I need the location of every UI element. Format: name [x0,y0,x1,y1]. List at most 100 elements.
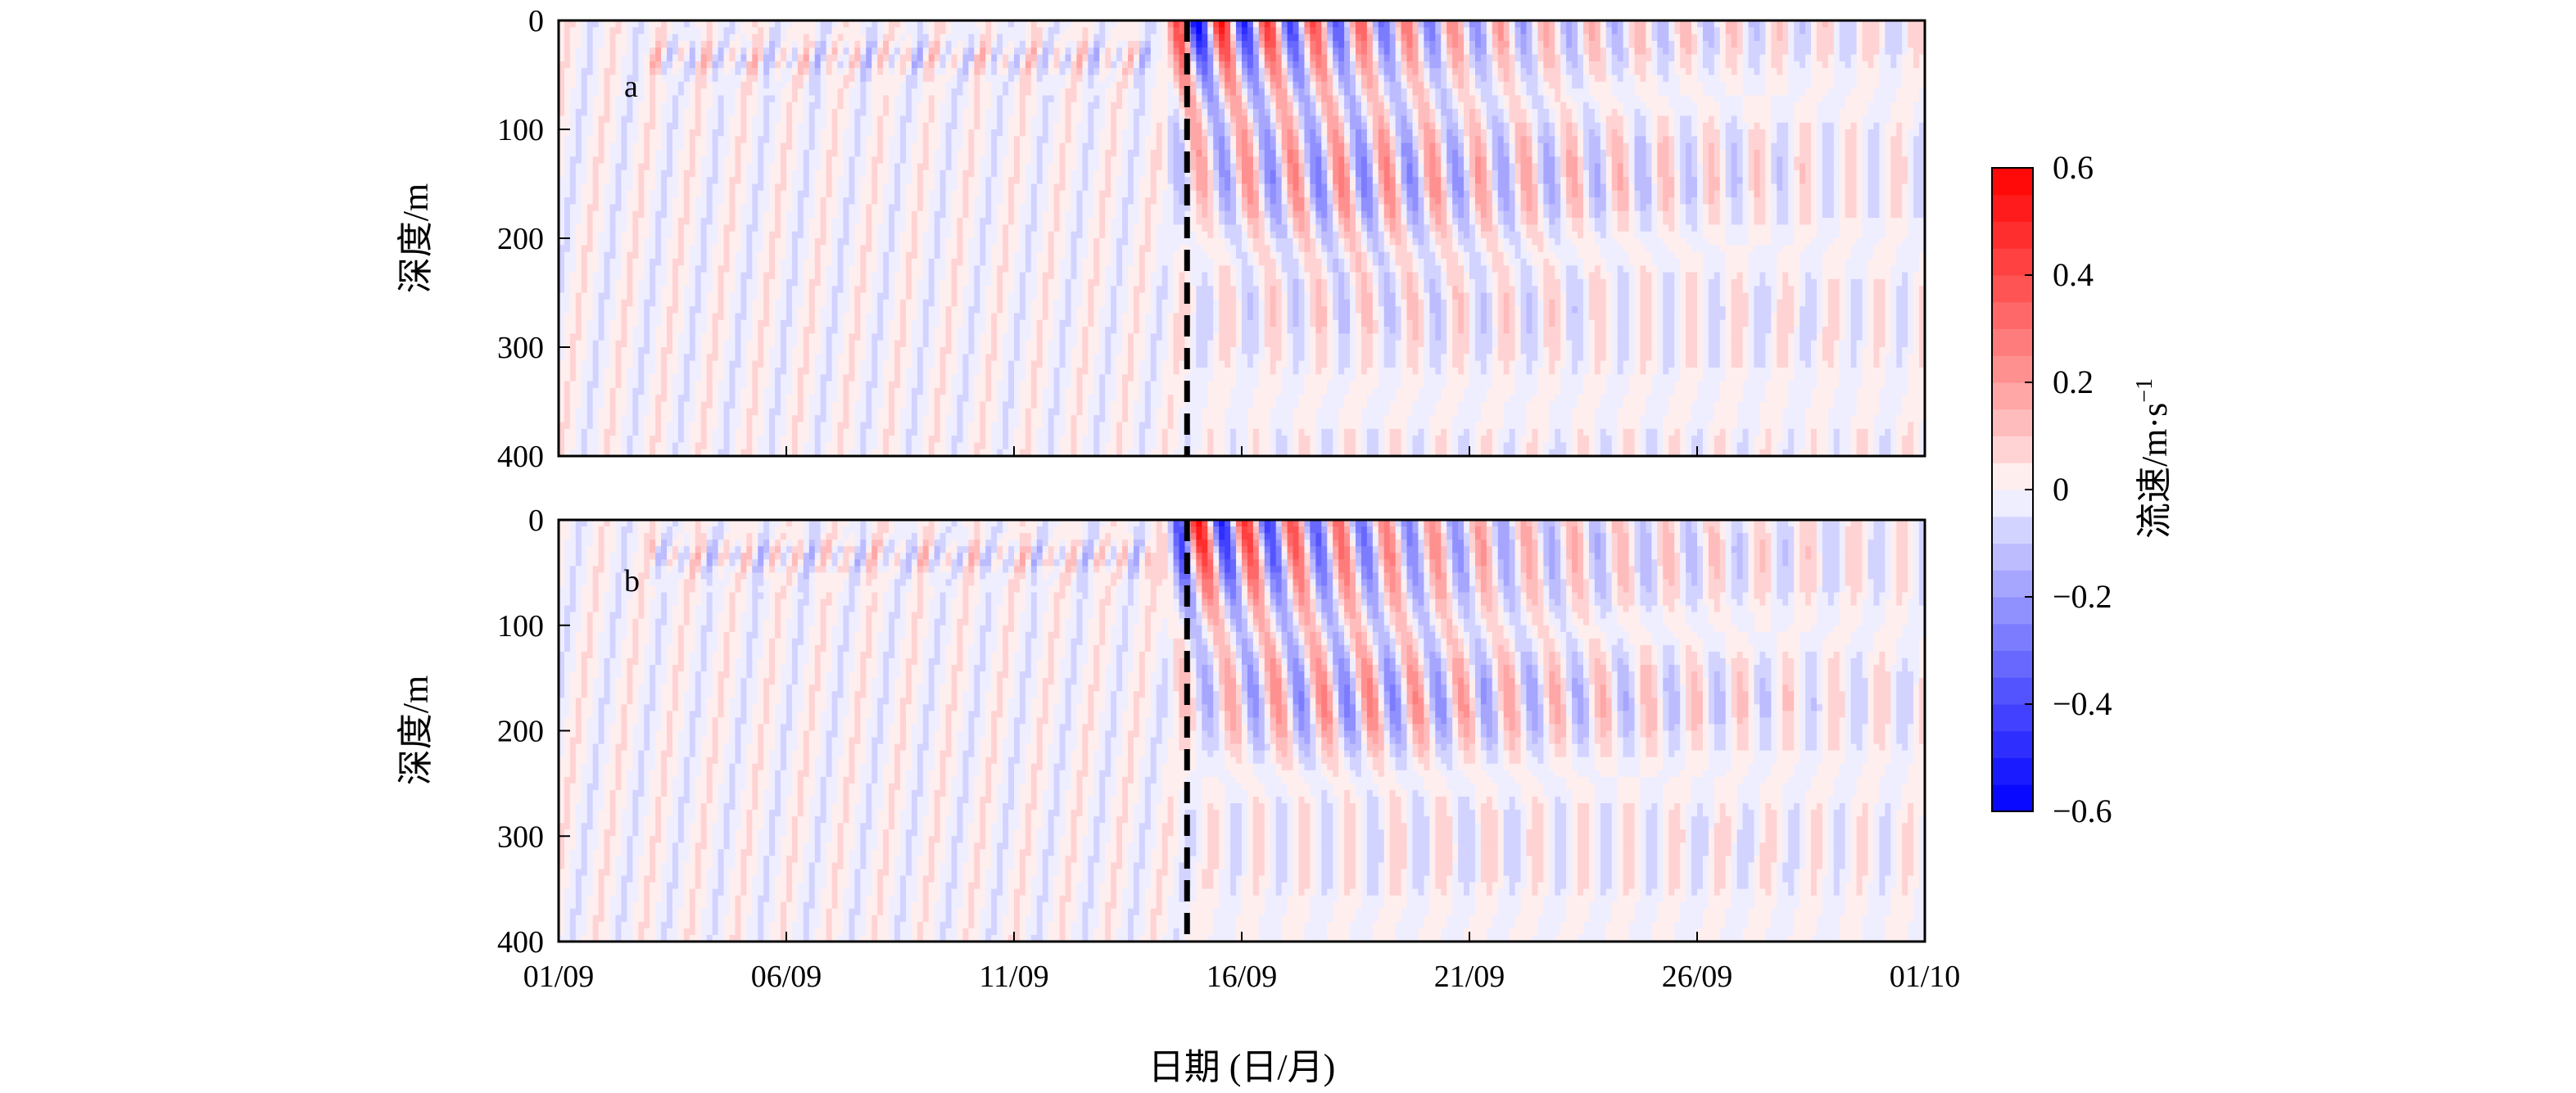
velocity-cell [729,238,736,246]
velocity-cell [644,428,650,436]
velocity-cell [928,286,935,294]
velocity-cell [803,95,810,103]
velocity-cell [586,163,594,171]
velocity-cell [831,428,839,436]
velocity-cell [843,109,850,116]
velocity-cell [569,109,577,116]
velocity-cell [775,20,781,28]
velocity-cell [922,327,930,334]
velocity-cell [752,169,758,178]
velocity-cell [598,340,605,348]
velocity-cell [769,40,776,48]
velocity-cell [575,286,582,294]
velocity-cell [644,218,650,225]
velocity-cell [746,428,753,436]
velocity-cell [712,442,719,450]
velocity-cell [781,360,787,368]
velocity-cell [900,224,907,233]
velocity-cell [559,415,565,423]
velocity-cell [677,340,685,348]
velocity-cell [939,395,947,403]
velocity-cell [586,231,594,239]
velocity-cell [723,218,731,225]
velocity-cell [866,136,872,144]
velocity-cell [820,354,827,362]
velocity-cell [672,88,679,97]
velocity-cell [922,436,930,443]
velocity-cell [849,272,855,280]
velocity-cell [905,169,912,178]
velocity-cell [712,224,719,233]
velocity-cell [922,95,930,103]
velocity-cell [831,88,839,97]
velocity-cell [974,436,980,443]
velocity-cell [598,81,605,89]
velocity-cell [860,34,867,42]
velocity-cell [661,395,668,403]
velocity-cell [769,218,776,225]
velocity-cell [769,88,776,97]
velocity-cell [786,102,793,110]
velocity-cell [586,95,594,103]
velocity-cell [894,136,901,144]
velocity-cell [559,360,565,368]
velocity-cell [894,190,901,198]
velocity-cell [661,327,668,334]
velocity-cell [752,415,758,423]
velocity-cell [980,197,986,206]
velocity-cell [791,197,799,206]
velocity-cell [586,40,594,48]
velocity-cell [564,292,571,300]
velocity-cell [752,428,758,436]
velocity-cell [900,218,907,225]
velocity-cell [581,299,588,307]
velocity-cell [883,299,890,307]
velocity-cell [718,75,725,83]
velocity-cell [877,238,884,246]
velocity-cell [911,210,918,219]
velocity-cell [883,395,890,403]
velocity-cell [945,292,953,300]
velocity-cell [911,238,918,246]
velocity-cell [831,61,839,69]
velocity-cell [831,436,839,443]
velocity-cell [781,449,787,456]
velocity-cell [627,27,633,35]
velocity-cell [644,109,650,116]
velocity-cell [758,436,764,443]
velocity-cell [951,436,958,443]
velocity-cell [945,238,953,246]
velocity-cell [683,395,690,403]
velocity-cell [854,387,861,395]
velocity-cell [723,319,731,327]
velocity-cell [769,183,776,192]
velocity-cell [775,374,781,382]
velocity-cell [957,381,964,389]
velocity-cell [581,442,588,450]
velocity-cell [911,169,918,178]
velocity-cell [831,381,839,389]
velocity-cell [700,190,708,198]
velocity-cell [746,20,753,28]
velocity-cell [769,422,776,430]
velocity-cell [854,109,861,116]
velocity-cell [559,54,565,62]
velocity-cell [854,95,861,103]
velocity-cell [638,265,645,273]
velocity-cell [889,436,895,443]
velocity-cell [746,286,753,294]
velocity-cell [559,142,565,151]
velocity-cell [900,177,907,185]
velocity-cell [632,224,639,233]
velocity-cell [854,258,861,266]
velocity-cell [791,265,799,273]
velocity-cell [951,299,958,307]
velocity-cell [820,258,827,266]
velocity-cell [877,374,884,382]
velocity-cell [564,75,571,83]
velocity-cell [644,258,650,266]
velocity-cell [837,238,844,246]
velocity-cell [797,360,804,368]
velocity-cell [974,115,980,124]
velocity-cell [604,265,611,273]
